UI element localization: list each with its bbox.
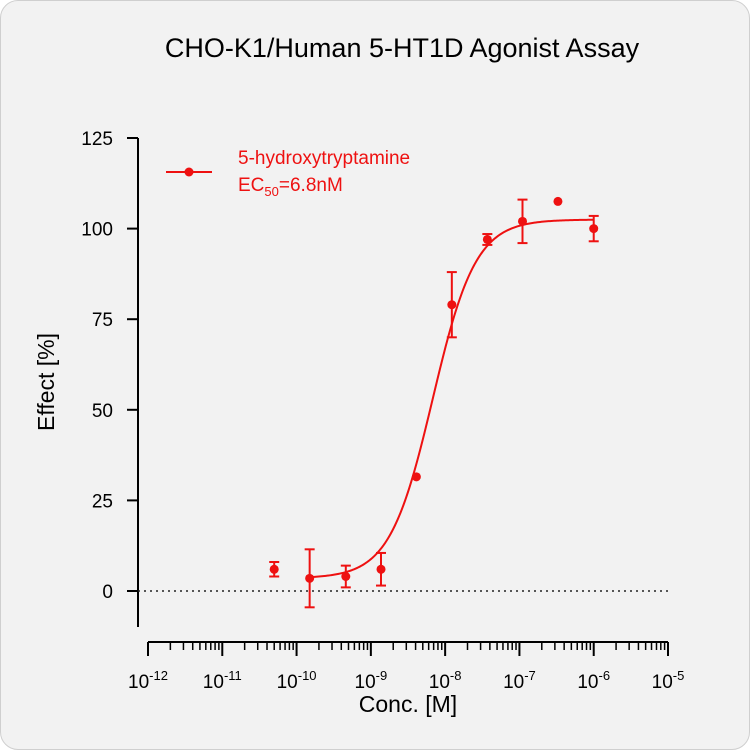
- data-point: [269, 564, 279, 574]
- legend-series-label: 5-hydroxytryptamine: [238, 148, 410, 169]
- data-point: [589, 224, 599, 234]
- y-axis: 0 25 50 75 100 125: [81, 129, 139, 627]
- y-tick-label: 0: [102, 582, 113, 603]
- data-point: [518, 216, 528, 226]
- chart-title: CHO-K1/Human 5-HT1D Agonist Assay: [165, 33, 640, 63]
- x-tick-label: 10-8: [429, 668, 462, 693]
- y-axis-label: Effect [%]: [33, 333, 59, 431]
- data-point: [447, 300, 457, 310]
- data-point: [411, 472, 421, 482]
- x-tick-label: 10-6: [577, 668, 610, 693]
- x-tick-label: 10-7: [503, 668, 536, 693]
- y-tick-label: 125: [81, 129, 113, 150]
- legend-marker-swatch: [184, 167, 194, 177]
- data-point: [341, 572, 351, 582]
- y-tick-label: 50: [92, 401, 113, 422]
- data-point: [482, 234, 492, 244]
- x-tick-label: 10-11: [203, 668, 242, 693]
- y-tick-label: 100: [81, 220, 113, 241]
- y-tick-label: 25: [92, 491, 113, 512]
- data-point: [553, 196, 563, 206]
- data-point: [376, 564, 386, 574]
- legend: 5-hydroxytryptamine EC50=6.8nM: [166, 148, 410, 199]
- y-tick-label: 75: [92, 310, 113, 331]
- x-tick-label: 10-5: [652, 668, 685, 693]
- legend-ec50-label: EC50=6.8nM: [238, 175, 343, 199]
- x-axis-label: Conc. [M]: [359, 691, 457, 717]
- x-tick-label: 10-12: [128, 668, 168, 693]
- x-axis: 10-12 10-11 10-10 10-9 10-8 10-7 10-6 10-5: [128, 641, 685, 693]
- x-tick-label: 10-9: [355, 668, 388, 693]
- data-point: [305, 573, 315, 583]
- plot-area: [138, 196, 668, 609]
- x-tick-label: 10-10: [277, 668, 317, 693]
